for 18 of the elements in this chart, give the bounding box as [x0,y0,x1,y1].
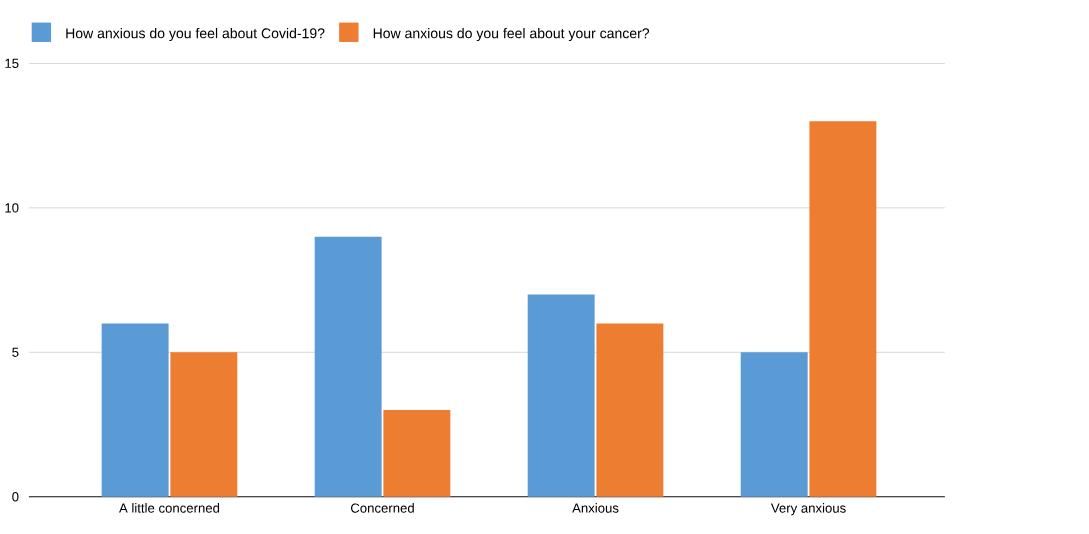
y-tick-label: 5 [12,347,19,358]
y-tick-label: 10 [5,203,19,213]
legend-label: How anxious do you feel about your cancer? [373,28,650,42]
x-tick-label: Anxious [572,503,619,513]
legend-label: How anxious do you feel about Covid-19? [66,28,325,42]
bar [596,323,664,497]
y-tick-label: 0 [12,492,19,502]
bar [314,236,382,497]
bar [740,352,808,497]
bar [170,352,238,497]
y-tick-label: 15 [5,58,19,69]
x-tick-label: Very anxious [770,503,846,516]
bar [809,121,877,497]
x-tick-label: A little concerned [119,503,220,513]
bar [383,410,451,497]
bar [527,294,595,497]
x-tick-label: Concerned [350,503,414,513]
bar [101,323,169,497]
